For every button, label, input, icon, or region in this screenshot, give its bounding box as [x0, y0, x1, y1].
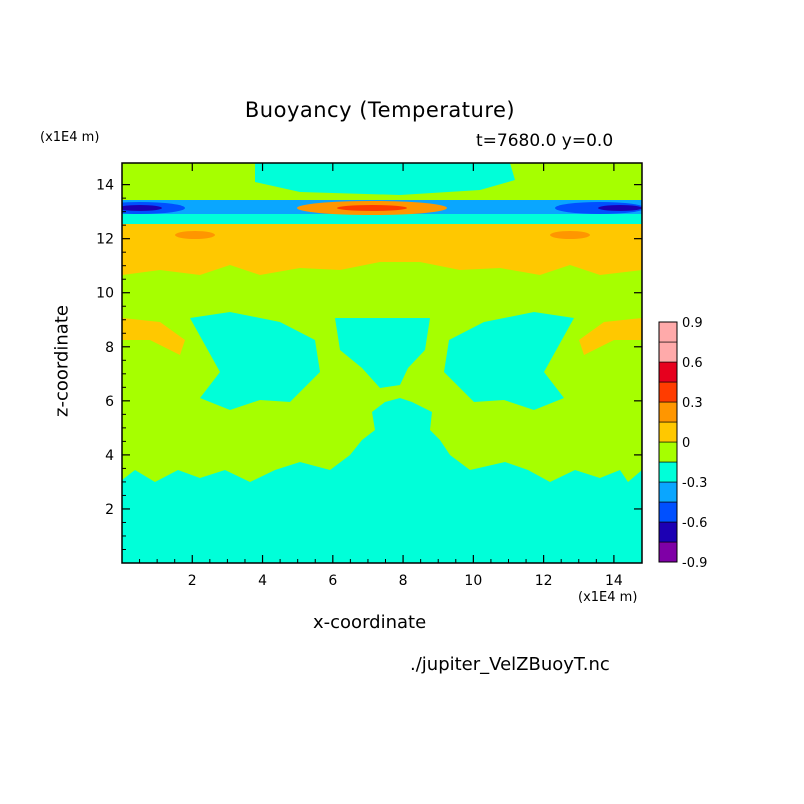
field-warm-blob-left	[175, 231, 215, 239]
plot-frame	[121, 162, 643, 564]
x-tick-label: 12	[535, 573, 553, 589]
field-warm-band	[122, 222, 642, 275]
y-tick-label: 2	[105, 502, 114, 518]
colorbar-label: -0.3	[682, 476, 707, 491]
field-warm-lobe-left	[122, 318, 185, 355]
colorbar-swatch	[658, 381, 678, 403]
y-tick-label: 14	[96, 178, 114, 194]
colorbar-swatch	[658, 521, 678, 543]
x-tick-label: 6	[328, 573, 337, 589]
x-tick-label: 8	[399, 573, 408, 589]
field-top-cap	[255, 163, 515, 195]
field-warm-blob-right	[550, 231, 590, 239]
x-axis-ticks: 2 4 6 8 10 12 14	[139, 163, 623, 589]
field-negative-intrusion-center	[335, 318, 430, 388]
source-file-label: ./jupiter_VelZBuoyT.nc	[410, 654, 610, 675]
y-tick-label: 12	[96, 232, 114, 248]
chart-title: Buoyancy (Temperature)	[244, 98, 516, 122]
field-cold-core-left-inner	[122, 205, 162, 211]
y-axis-label: z-coordinate	[51, 305, 73, 417]
time-label: t=7680.0 y=0.0	[476, 131, 614, 151]
colorbar-label: -0.6	[682, 516, 707, 531]
colorbar-swatch	[658, 541, 678, 563]
x-tick-label: 10	[464, 573, 482, 589]
colorbar-swatch	[658, 361, 678, 383]
colorbar-swatch	[658, 461, 678, 483]
colorbar-label: 0	[682, 436, 690, 451]
colorbar-frame	[658, 321, 678, 563]
colorbar-swatch	[658, 441, 678, 463]
field-warm-core-mid-inner	[337, 205, 407, 211]
y-tick-label: 6	[105, 394, 114, 410]
field-cold-core-right-inner	[598, 205, 642, 211]
z-unit-label: (x1E4 m)	[40, 130, 100, 145]
y-tick-label: 4	[105, 448, 114, 464]
x-tick-label: 14	[605, 573, 623, 589]
colorbar-label: 0.6	[682, 356, 703, 371]
colorbar-label: -0.9	[682, 556, 707, 571]
colorbar-swatch	[658, 401, 678, 423]
colorbar-swatch	[658, 501, 678, 523]
colorbar-swatch	[658, 321, 678, 343]
x-tick-label: 4	[258, 573, 267, 589]
field-negative-intrusion-left	[190, 312, 320, 410]
field-negative-intrusion-right	[444, 312, 574, 410]
colorbar-label: 0.3	[682, 396, 703, 411]
field-cool-band-upper	[122, 212, 642, 224]
y-axis-ticks: 2 4 6 8 10 12 14	[96, 178, 642, 550]
colorbar-swatch	[658, 481, 678, 503]
colorbar: 0.9 0.6 0.3 0 -0.3 -0.6 -0.9	[658, 316, 707, 571]
colorbar-swatch	[658, 421, 678, 443]
colorbar-label: 0.9	[682, 316, 703, 331]
x-tick-label: 2	[188, 573, 197, 589]
field-warm-lobe-right	[579, 318, 642, 355]
x-axis-label: x-coordinate	[313, 612, 427, 633]
x-unit-label: (x1E4 m)	[578, 590, 638, 605]
colorbar-swatch	[658, 341, 678, 363]
y-tick-label: 8	[105, 340, 114, 356]
y-tick-label: 10	[96, 286, 114, 302]
